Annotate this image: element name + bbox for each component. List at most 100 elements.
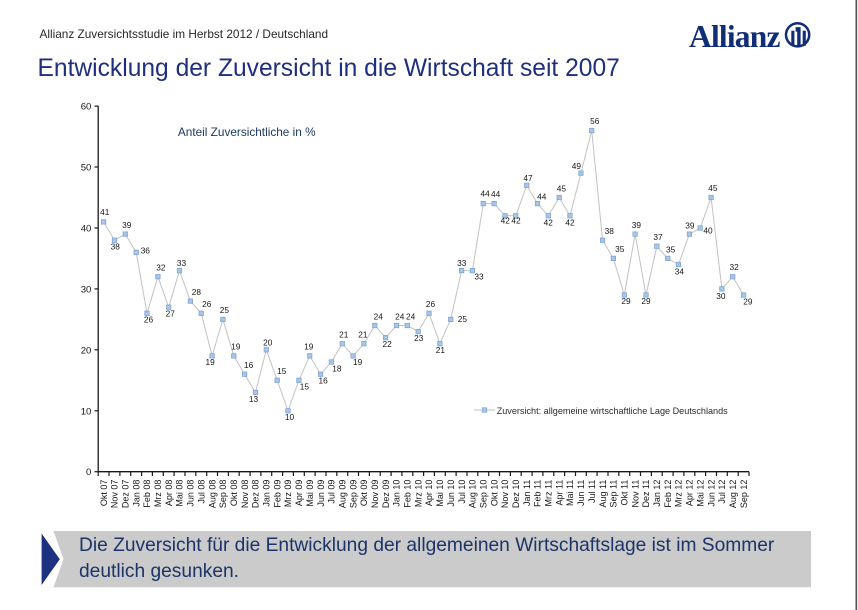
svg-text:Nov 09: Nov 09: [370, 480, 380, 509]
svg-text:Dez 07: Dez 07: [121, 480, 131, 509]
svg-text:Apr 10: Apr 10: [424, 480, 434, 507]
svg-text:Mai 12: Mai 12: [695, 480, 705, 507]
svg-text:21: 21: [436, 345, 446, 355]
svg-text:39: 39: [122, 220, 132, 230]
svg-text:Jan 10: Jan 10: [392, 480, 402, 507]
svg-text:13: 13: [249, 394, 259, 404]
svg-text:10: 10: [285, 412, 295, 422]
svg-text:0: 0: [86, 467, 91, 478]
svg-text:Jun 09: Jun 09: [316, 480, 326, 507]
svg-text:Nov 08: Nov 08: [240, 480, 250, 509]
svg-text:Jul 10: Jul 10: [457, 480, 467, 504]
svg-text:60: 60: [81, 102, 92, 113]
svg-text:30: 30: [81, 284, 92, 295]
svg-text:Apr 09: Apr 09: [294, 480, 304, 507]
svg-text:33: 33: [177, 258, 187, 268]
svg-text:Jul 12: Jul 12: [717, 480, 727, 504]
svg-text:20: 20: [81, 345, 92, 356]
svg-text:Okt 08: Okt 08: [229, 480, 239, 507]
svg-text:Jul 11: Jul 11: [587, 480, 597, 503]
svg-text:Sep 08: Sep 08: [218, 480, 228, 509]
svg-text:Mai 09: Mai 09: [305, 480, 315, 507]
svg-text:Jun 11: Jun 11: [576, 480, 586, 506]
svg-text:42: 42: [565, 217, 575, 227]
svg-text:38: 38: [605, 226, 615, 236]
svg-text:37: 37: [653, 232, 663, 242]
svg-text:Okt 09: Okt 09: [359, 480, 369, 507]
svg-text:19: 19: [304, 342, 314, 352]
svg-text:Dez 09: Dez 09: [381, 480, 391, 509]
svg-text:33: 33: [474, 271, 484, 281]
svg-text:24: 24: [374, 311, 384, 321]
svg-text:Nov 10: Nov 10: [500, 480, 510, 509]
svg-text:Sep 10: Sep 10: [479, 480, 489, 509]
svg-text:35: 35: [666, 245, 676, 255]
svg-text:26: 26: [202, 299, 212, 309]
svg-text:21: 21: [339, 330, 349, 340]
svg-text:Jun 08: Jun 08: [186, 480, 196, 507]
svg-text:45: 45: [557, 184, 567, 194]
svg-text:56: 56: [590, 116, 600, 126]
svg-text:42: 42: [511, 216, 521, 226]
svg-text:30: 30: [716, 291, 726, 301]
svg-text:Apr 08: Apr 08: [164, 480, 174, 507]
svg-text:Mrz 10: Mrz 10: [413, 480, 423, 508]
svg-text:Feb 08: Feb 08: [142, 480, 152, 508]
svg-text:21: 21: [358, 330, 368, 340]
svg-text:Nov 11: Nov 11: [630, 480, 640, 508]
svg-text:41: 41: [100, 207, 110, 217]
svg-text:Jan 11: Jan 11: [522, 480, 532, 506]
svg-text:Sep 12: Sep 12: [739, 480, 749, 509]
svg-text:27: 27: [166, 309, 176, 319]
svg-text:25: 25: [458, 314, 468, 324]
svg-text:Mrz 08: Mrz 08: [153, 480, 163, 508]
svg-text:Apr 12: Apr 12: [685, 480, 695, 507]
svg-text:23: 23: [414, 333, 424, 343]
svg-text:16: 16: [244, 360, 254, 370]
svg-text:Dez 11: Dez 11: [641, 480, 651, 508]
svg-text:Mrz 12: Mrz 12: [674, 480, 684, 508]
svg-text:49: 49: [572, 161, 582, 171]
svg-text:32: 32: [156, 263, 166, 273]
svg-text:Aug 11: Aug 11: [598, 480, 608, 508]
svg-text:Anteil Zuversichtliche in %: Anteil Zuversichtliche in %: [178, 125, 316, 139]
svg-text:38: 38: [111, 241, 121, 251]
svg-text:Mai 08: Mai 08: [175, 480, 185, 507]
svg-text:50: 50: [81, 163, 92, 174]
svg-text:32: 32: [729, 262, 739, 272]
svg-text:Mrz 11: Mrz 11: [544, 480, 554, 507]
svg-text:Sep 09: Sep 09: [348, 480, 358, 509]
svg-text:Dez 10: Dez 10: [511, 480, 521, 509]
svg-text:Feb 10: Feb 10: [403, 480, 413, 508]
svg-text:16: 16: [318, 376, 328, 386]
svg-text:26: 26: [144, 315, 154, 325]
svg-text:42: 42: [501, 216, 511, 226]
svg-text:19: 19: [231, 342, 241, 352]
svg-text:40: 40: [81, 224, 92, 235]
svg-text:Okt 11: Okt 11: [620, 480, 630, 506]
svg-text:Okt 07: Okt 07: [99, 480, 109, 507]
svg-text:45: 45: [708, 183, 718, 193]
svg-text:Jun 12: Jun 12: [706, 480, 716, 507]
svg-text:Feb 09: Feb 09: [272, 480, 282, 508]
svg-text:Feb 11: Feb 11: [533, 480, 543, 507]
svg-text:24: 24: [395, 311, 405, 321]
svg-text:33: 33: [457, 258, 467, 268]
svg-text:39: 39: [632, 220, 642, 230]
svg-text:29: 29: [641, 296, 651, 306]
svg-text:29: 29: [621, 296, 631, 306]
svg-text:Apr 11: Apr 11: [554, 480, 564, 506]
svg-text:44: 44: [480, 189, 490, 199]
svg-text:Jul 09: Jul 09: [327, 480, 337, 504]
svg-text:35: 35: [615, 244, 625, 254]
svg-text:Aug 09: Aug 09: [338, 480, 348, 509]
svg-text:20: 20: [263, 337, 273, 347]
svg-text:28: 28: [192, 287, 202, 297]
svg-text:34: 34: [675, 267, 685, 277]
svg-text:36: 36: [141, 245, 151, 255]
svg-text:15: 15: [277, 366, 287, 376]
svg-text:42: 42: [544, 217, 554, 227]
svg-text:Zuversicht: allgemeine wirtsch: Zuversicht: allgemeine wirtschaftliche L…: [497, 406, 728, 416]
svg-text:29: 29: [743, 297, 753, 307]
svg-text:Okt 10: Okt 10: [489, 480, 499, 507]
